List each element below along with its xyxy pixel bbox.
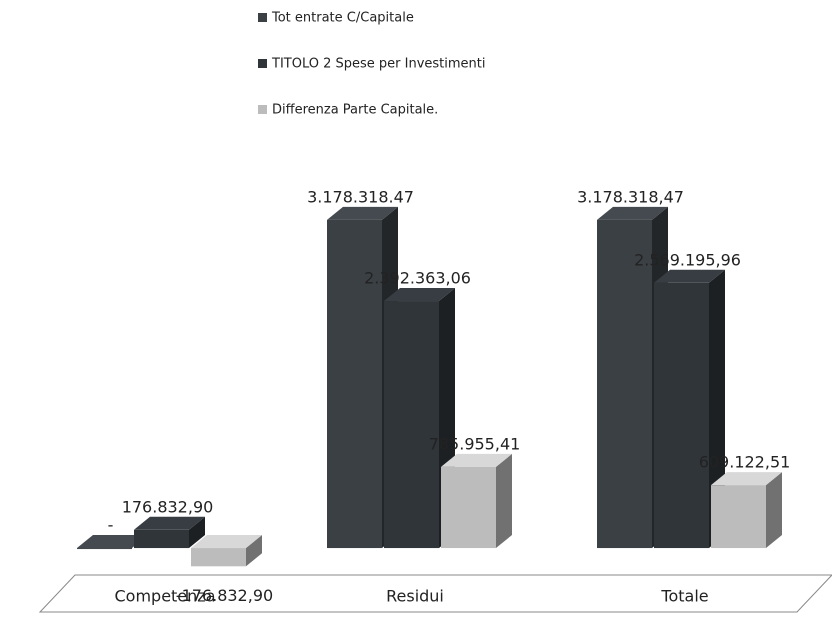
bar (384, 301, 439, 549)
floor (38, 574, 832, 613)
bar (327, 219, 382, 549)
bar-top (654, 269, 725, 283)
bar (191, 548, 246, 567)
x-tick-label: Totale (660, 587, 708, 606)
data-label: 3.178.318.47 (307, 187, 414, 206)
legend-swatch (258, 105, 267, 114)
bar-top (77, 535, 148, 549)
bar (77, 548, 132, 550)
x-tick-label: Residui (386, 587, 444, 606)
legend-swatch (258, 59, 267, 68)
data-label: - (108, 516, 114, 535)
data-label: 3.178.318,47 (577, 187, 684, 206)
bar-top (711, 472, 782, 486)
legend-swatch (258, 13, 267, 22)
bar-top (441, 453, 512, 467)
bar-side (496, 453, 512, 549)
data-label: 176.832,90 (122, 497, 214, 516)
data-label: 2.569.195,96 (634, 250, 741, 269)
bar (597, 219, 652, 549)
data-label: 785.955,41 (429, 434, 521, 453)
bar (711, 485, 766, 549)
bar (134, 529, 189, 549)
legend-label: TITOLO 2 Spese per Investimenti (271, 57, 485, 72)
bar-top (191, 535, 262, 549)
data-label: 2.392.363,06 (364, 269, 471, 288)
x-tick-label: Competenza (114, 587, 215, 606)
bar-top (134, 516, 205, 530)
legend-label: Tot entrate C/Capitale (271, 11, 414, 26)
bar (654, 282, 709, 549)
bar-side (246, 535, 262, 567)
bar-top (327, 206, 398, 220)
bar (441, 466, 496, 549)
bar-top (384, 288, 455, 302)
data-label: 609.122,51 (699, 453, 791, 472)
legend-label: Differenza Parte Capitale. (272, 103, 438, 118)
bar-side (766, 472, 782, 549)
bar-side (189, 516, 205, 549)
bar-top (597, 206, 668, 220)
data-label: -176.832,90 (176, 586, 273, 605)
